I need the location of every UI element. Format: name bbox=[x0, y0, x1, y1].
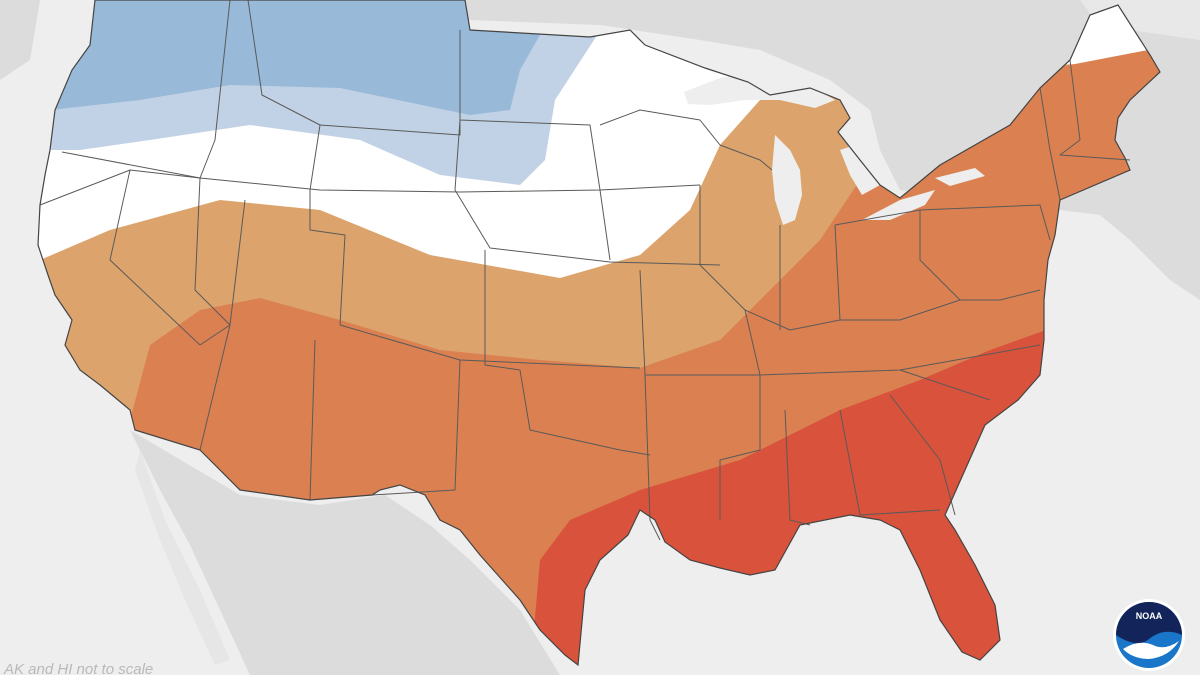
noaa-logo-text: NOAA bbox=[1136, 611, 1163, 621]
lake-erie bbox=[862, 190, 935, 220]
boundary-new-england bbox=[1059, 59, 1131, 161]
map-footnote: AK and HI not to scale bbox=[4, 661, 154, 675]
boundary-ks-ok-tx bbox=[484, 250, 651, 456]
boundary-ne-ks bbox=[454, 119, 721, 266]
lake-michigan bbox=[772, 135, 802, 225]
boundary-pa-ny bbox=[919, 204, 1051, 241]
boundary-ut-co bbox=[309, 190, 346, 326]
boundary-ms-al bbox=[784, 409, 811, 526]
baja-california-land bbox=[135, 450, 230, 665]
boundary-ut-az bbox=[199, 199, 246, 451]
boundary-mn-wi bbox=[599, 109, 721, 146]
boundary-ar-ms bbox=[645, 374, 761, 520]
state-boundaries bbox=[39, 0, 1131, 541]
boundary-ny-vt-nh bbox=[1039, 87, 1061, 201]
mexico-land bbox=[130, 430, 560, 675]
boundary-id-mt bbox=[247, 0, 321, 191]
boundary-id-west bbox=[199, 0, 231, 179]
us-national-border bbox=[37, 0, 1161, 667]
noaa-logo-bird bbox=[1123, 641, 1179, 659]
noaa-logo: NOAA bbox=[1113, 599, 1185, 671]
boundary-oh-pa-wv bbox=[834, 209, 961, 301]
boundary-nm-tx bbox=[371, 359, 461, 496]
boundary-nv-ut bbox=[194, 177, 231, 346]
boundary-az-nm bbox=[309, 339, 316, 501]
boundary-mo-ar-la bbox=[639, 269, 661, 541]
boundary-oh-in bbox=[834, 224, 841, 321]
lake-huron bbox=[840, 140, 885, 195]
boundary-sc-nc bbox=[899, 369, 991, 401]
boundary-wi-mi bbox=[719, 144, 773, 171]
boundary-ca-nv bbox=[109, 169, 201, 346]
boundary-wa-or bbox=[61, 151, 201, 179]
boundary-al-ga-fl bbox=[839, 409, 941, 516]
boundary-ga-sc bbox=[889, 394, 956, 516]
canada-land bbox=[0, 0, 1200, 300]
great-lakes bbox=[684, 70, 985, 225]
pacific-coast-water bbox=[0, 330, 230, 675]
noaa-logo-top bbox=[1116, 602, 1182, 644]
boundary-ia-il bbox=[699, 185, 761, 376]
below-normal-strong-region bbox=[38, 0, 560, 115]
lake-ontario bbox=[935, 168, 985, 186]
boundary-va-md bbox=[960, 289, 1041, 301]
boundary-dakotas-mn bbox=[459, 30, 611, 261]
